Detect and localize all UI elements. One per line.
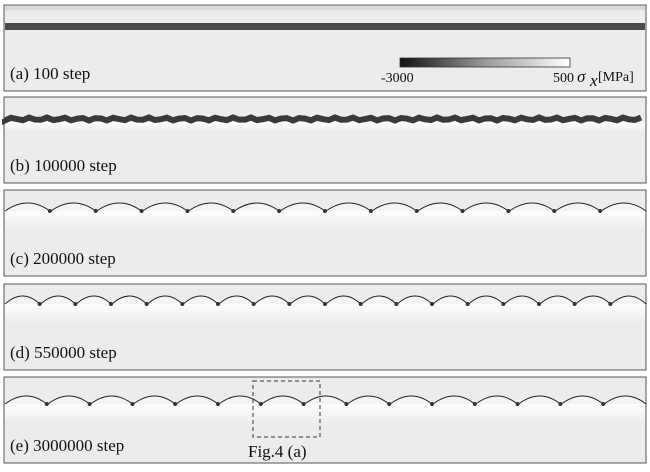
film-glow bbox=[5, 122, 645, 132]
panel bbox=[4, 5, 646, 91]
cusp bbox=[394, 302, 398, 306]
cusp bbox=[516, 402, 520, 406]
cusp bbox=[552, 209, 556, 213]
colorbar-unit: [MPa] bbox=[598, 70, 634, 85]
cusp bbox=[573, 302, 577, 306]
panel-label: (a) 100 step bbox=[10, 64, 90, 83]
film-layer bbox=[5, 6, 645, 10]
cusp bbox=[430, 402, 434, 406]
colorbar-max: 500 bbox=[553, 71, 574, 86]
figure: (a) 100 step (b) 100000 step (c) 200000 st… bbox=[0, 0, 650, 472]
cusp bbox=[608, 302, 612, 306]
cusp bbox=[323, 302, 327, 306]
colorbar bbox=[400, 58, 570, 67]
cusp bbox=[598, 209, 602, 213]
cusp bbox=[45, 402, 49, 406]
cusp bbox=[473, 402, 477, 406]
cusp bbox=[506, 209, 510, 213]
cusp bbox=[359, 302, 363, 306]
colorbar-min: -3000 bbox=[381, 71, 414, 86]
cusp bbox=[287, 302, 291, 306]
cusp bbox=[252, 302, 256, 306]
cusp bbox=[461, 209, 465, 213]
cusp bbox=[216, 302, 220, 306]
cusp bbox=[501, 302, 505, 306]
cusp bbox=[601, 402, 605, 406]
colorbar-subscript: x bbox=[589, 71, 598, 90]
cusp bbox=[94, 209, 98, 213]
cusp bbox=[466, 302, 470, 306]
cusp bbox=[180, 302, 184, 306]
panel-label: (b) 100000 step bbox=[10, 156, 117, 175]
cusp bbox=[277, 209, 281, 213]
panel-label: (e) 3000000 step bbox=[10, 436, 124, 455]
cusp bbox=[48, 209, 52, 213]
cusp bbox=[185, 209, 189, 213]
cusp bbox=[558, 402, 562, 406]
cusp bbox=[537, 302, 541, 306]
cusp bbox=[140, 209, 144, 213]
cusp bbox=[369, 209, 373, 213]
film-band bbox=[5, 23, 645, 30]
cusp bbox=[415, 209, 419, 213]
cusp bbox=[323, 209, 327, 213]
cusp bbox=[430, 302, 434, 306]
colorbar-symbol: σ bbox=[577, 67, 586, 86]
cusp bbox=[173, 402, 177, 406]
cusp bbox=[259, 402, 263, 406]
cusp bbox=[130, 402, 134, 406]
cusp bbox=[38, 302, 42, 306]
cusp bbox=[88, 402, 92, 406]
panel-label: (c) 200000 step bbox=[10, 249, 116, 268]
cusp bbox=[302, 402, 306, 406]
cusp bbox=[73, 302, 77, 306]
inset-label: Fig.4 (a) bbox=[248, 442, 307, 461]
cusp bbox=[216, 402, 220, 406]
cusp bbox=[109, 302, 113, 306]
cusp bbox=[231, 209, 235, 213]
film-band bbox=[5, 118, 641, 121]
cusp bbox=[344, 402, 348, 406]
film-glow bbox=[5, 402, 645, 424]
panel-label: (d) 550000 step bbox=[10, 343, 117, 362]
cusp bbox=[387, 402, 391, 406]
cusp bbox=[145, 302, 149, 306]
